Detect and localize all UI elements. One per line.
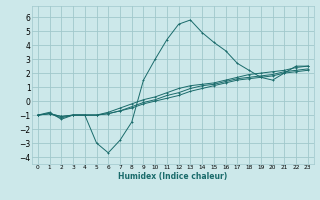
- X-axis label: Humidex (Indice chaleur): Humidex (Indice chaleur): [118, 172, 228, 181]
